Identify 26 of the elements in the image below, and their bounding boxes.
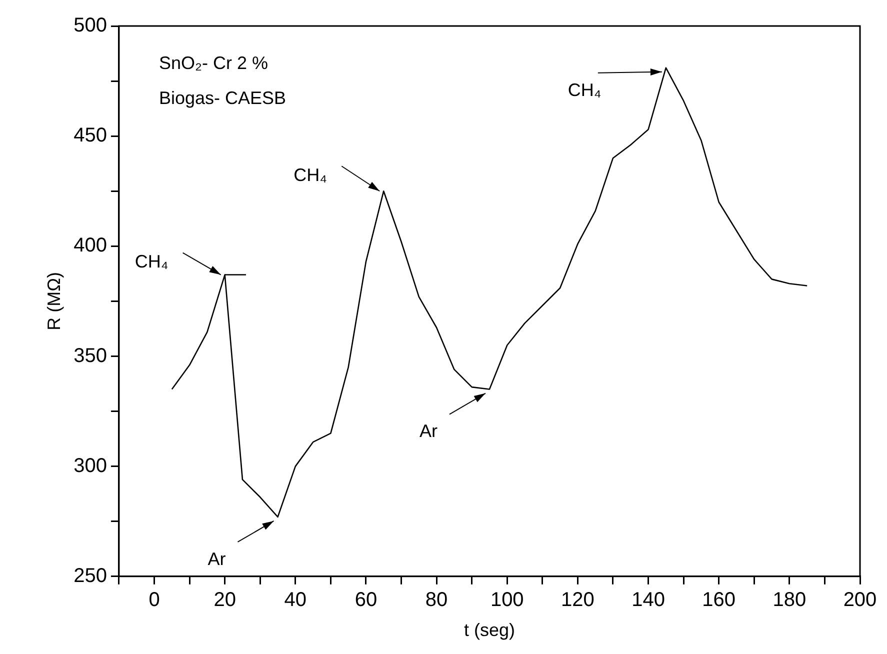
y-tick-label: 300 [74,454,107,477]
y-axis-title: R (MΩ) [44,272,64,330]
annotation: Biogas- CAESB [158,88,286,108]
x-tick-label: 200 [843,588,877,611]
x-tick-label: 180 [772,588,806,611]
annotation: CH₄ [134,252,168,272]
x-axis-title: t (seg) [464,620,515,640]
x-tick-label: 120 [561,588,594,611]
x-tick-label: 100 [490,588,524,611]
x-tick-label: 20 [214,588,236,611]
x-tick-label: 60 [354,588,378,611]
annotation: SnO₂- Cr 2 % [158,52,268,73]
x-tick-label: 140 [632,588,665,611]
y-tick-label: 500 [74,14,107,37]
annotation: CH₄ [568,80,602,100]
annotation: CH₄ [294,165,327,186]
y-tick-label: 250 [74,564,107,587]
annotation: Ar [419,421,438,442]
annotation: Ar [208,548,226,569]
x-tick-label: 40 [284,588,307,611]
x-tick-label: 160 [702,588,736,611]
x-tick-label: 0 [148,588,160,611]
y-tick-label: 350 [74,344,107,367]
y-tick-label: 450 [74,124,107,147]
x-tick-label: 80 [425,588,448,611]
y-tick-label: 400 [74,234,107,257]
